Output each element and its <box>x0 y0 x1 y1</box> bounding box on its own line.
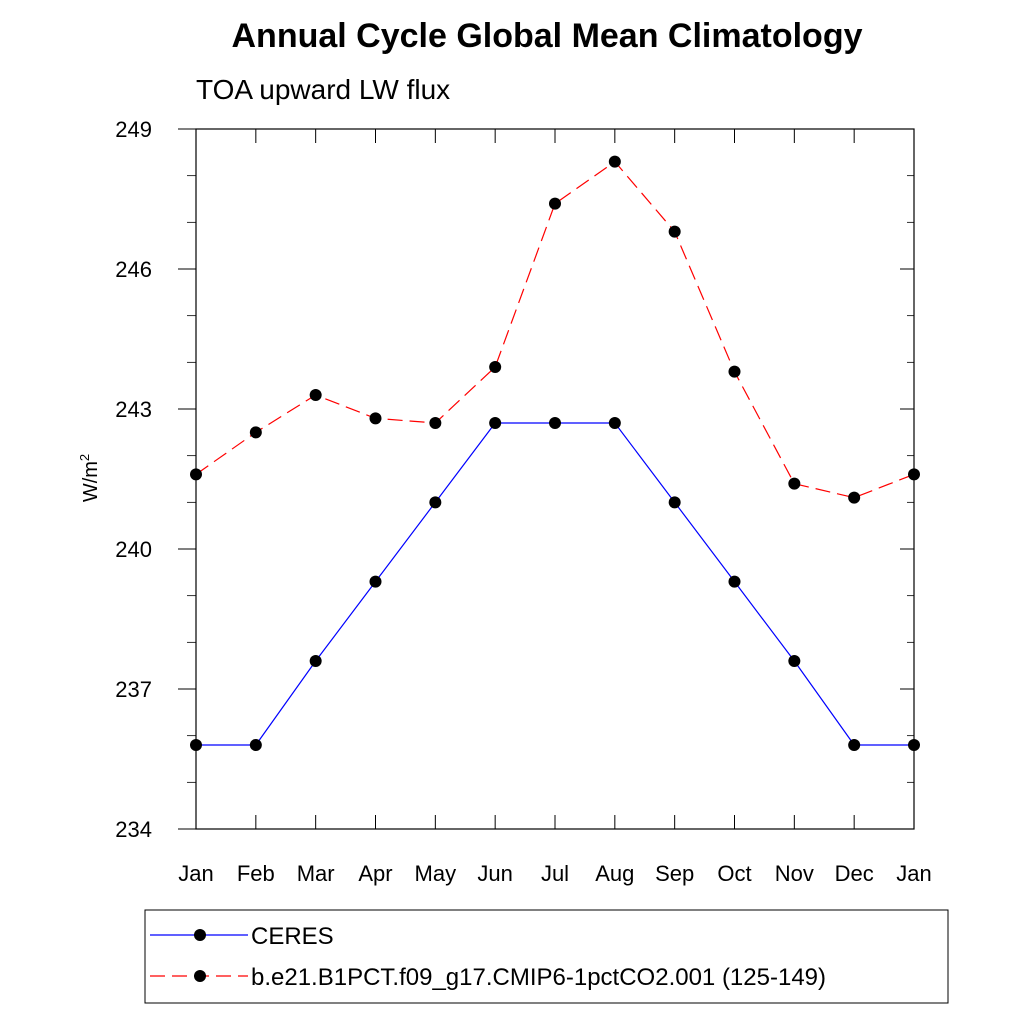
series-2-point <box>369 412 382 425</box>
series-2-point <box>429 417 442 429</box>
x-tick-label: Jul <box>541 861 569 886</box>
x-tick-label: Feb <box>237 861 275 886</box>
legend-label-1: CERES <box>251 923 334 950</box>
series-layer <box>190 155 920 751</box>
chart-subtitle: TOA upward LW flux <box>196 74 450 105</box>
x-tick-label: May <box>415 861 457 886</box>
x-axis-labels: Jan Feb Mar Apr May Jun Jul Aug Sep Oct Nov Dec Jan <box>178 861 931 886</box>
y-tick-label: 249 <box>115 117 152 142</box>
x-tick-label: Jun <box>477 861 512 886</box>
series-1-point <box>369 575 382 588</box>
series-2-point <box>848 491 861 504</box>
legend-box <box>144 909 949 1004</box>
series-2-point <box>549 197 561 210</box>
series-1-point <box>908 739 920 751</box>
legend-marker-1 <box>194 929 206 941</box>
x-tick-label: Dec <box>835 861 874 886</box>
series-1-point <box>190 739 202 751</box>
y-axis-labels: 234 237 240 243 246 249 <box>115 117 152 842</box>
series-1-point <box>788 655 801 667</box>
legend-label-2: b.e21.B1PCT.f09_g17.CMIP6-1pctCO2.001 (1… <box>251 964 826 991</box>
axis-ticks <box>178 128 915 830</box>
series-1-point <box>489 417 502 429</box>
x-tick-label: Mar <box>297 861 335 886</box>
series-2-point <box>190 468 202 481</box>
x-tick-label: Apr <box>358 861 392 886</box>
x-tick-label: Nov <box>775 861 814 886</box>
x-tick-label: Oct <box>717 861 751 886</box>
x-tick-label: Jan <box>178 861 213 886</box>
chart-title: Annual Cycle Global Mean Climatology <box>232 17 863 55</box>
series-1-point <box>309 655 322 667</box>
series-2-point <box>309 389 322 401</box>
y-tick-label: 243 <box>115 397 152 422</box>
series-2-point <box>788 477 801 490</box>
legend-marker-2 <box>194 970 206 982</box>
series-2-point <box>668 225 681 238</box>
x-tick-label: Aug <box>595 861 634 886</box>
x-tick-label: Sep <box>655 861 694 886</box>
series-1-point <box>429 496 442 509</box>
x-tick-label: Jan <box>896 861 931 886</box>
y-axis-title-text: W/m <box>80 461 102 502</box>
series-2-point <box>489 361 502 373</box>
series-2-point <box>249 426 262 439</box>
series-1-point <box>549 417 561 429</box>
series-1-point <box>848 739 861 751</box>
y-axis-title-superscript: 2 <box>77 454 92 461</box>
series-1-point <box>249 739 262 751</box>
series-1-point <box>668 496 681 509</box>
y-tick-label: 240 <box>115 537 152 562</box>
y-tick-label: 237 <box>115 677 152 702</box>
series-2-point <box>908 468 920 481</box>
series-2-point <box>728 365 741 378</box>
series-1-point <box>608 417 621 429</box>
y-tick-label: 246 <box>115 257 152 282</box>
y-axis-title: W/m2 <box>77 454 102 502</box>
legend: CERES b.e21.B1PCT.f09_g17.CMIP6-1pctCO2.0… <box>150 923 826 991</box>
series-1-point <box>728 575 741 588</box>
series-2-point <box>608 155 621 168</box>
y-tick-label: 234 <box>115 817 152 842</box>
